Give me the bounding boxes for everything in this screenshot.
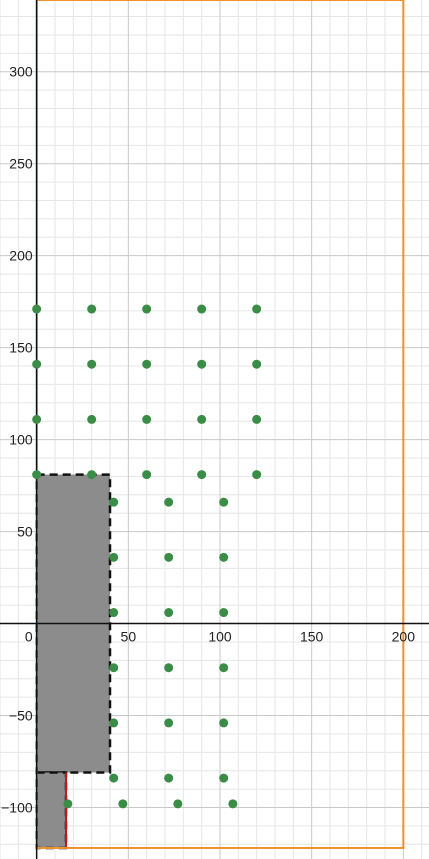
y-tick-label: 100: [9, 432, 33, 448]
data-point: [32, 359, 42, 369]
data-point: [32, 470, 42, 480]
y-tick-label: −50: [9, 708, 33, 724]
data-point: [109, 608, 119, 618]
data-point: [164, 552, 174, 562]
x-tick-label: 50: [121, 629, 137, 645]
data-point: [164, 663, 174, 673]
data-point: [87, 359, 97, 369]
data-point: [173, 799, 183, 809]
y-tick-label: 300: [9, 64, 33, 80]
y-tick-label: −100: [1, 799, 33, 815]
data-point: [109, 663, 119, 673]
x-tick-labels: 0 50 100 150 200: [25, 629, 415, 645]
y-tick-labels: 300 250 200 150 100 50 −50 −100: [1, 64, 33, 816]
data-points: [32, 304, 262, 809]
data-point: [109, 497, 119, 507]
data-point: [109, 773, 119, 783]
y-tick-label: 200: [9, 248, 33, 264]
data-point: [164, 718, 174, 728]
data-point: [118, 799, 128, 809]
data-point: [197, 359, 207, 369]
data-point: [228, 799, 238, 809]
x-tick-label: 100: [208, 629, 232, 645]
data-point: [164, 497, 174, 507]
data-point: [252, 470, 262, 480]
data-point: [87, 414, 97, 424]
data-point: [32, 414, 42, 424]
x-tick-label: 150: [300, 629, 324, 645]
data-point: [142, 414, 152, 424]
data-point: [219, 608, 229, 618]
data-point: [87, 470, 97, 480]
data-point: [252, 414, 262, 424]
data-point: [164, 773, 174, 783]
data-point: [219, 773, 229, 783]
data-point: [109, 552, 119, 562]
data-point: [32, 304, 42, 314]
data-point: [197, 304, 207, 314]
data-point: [197, 414, 207, 424]
data-point: [197, 470, 207, 480]
data-point: [219, 497, 229, 507]
data-point: [142, 359, 152, 369]
data-point: [142, 304, 152, 314]
data-point: [142, 470, 152, 480]
y-tick-label: 250: [9, 156, 33, 172]
data-point: [219, 552, 229, 562]
data-point: [252, 304, 262, 314]
data-point: [87, 304, 97, 314]
x-tick-label: 200: [392, 629, 416, 645]
data-point: [219, 718, 229, 728]
y-tick-label: 50: [17, 524, 33, 540]
y-tick-label: 150: [9, 340, 33, 356]
x-tick-label: 0: [25, 629, 33, 645]
data-point: [63, 799, 73, 809]
data-point: [109, 718, 119, 728]
data-point: [252, 359, 262, 369]
data-point: [164, 608, 174, 618]
shaded-region: [35, 771, 68, 850]
data-point: [219, 663, 229, 673]
